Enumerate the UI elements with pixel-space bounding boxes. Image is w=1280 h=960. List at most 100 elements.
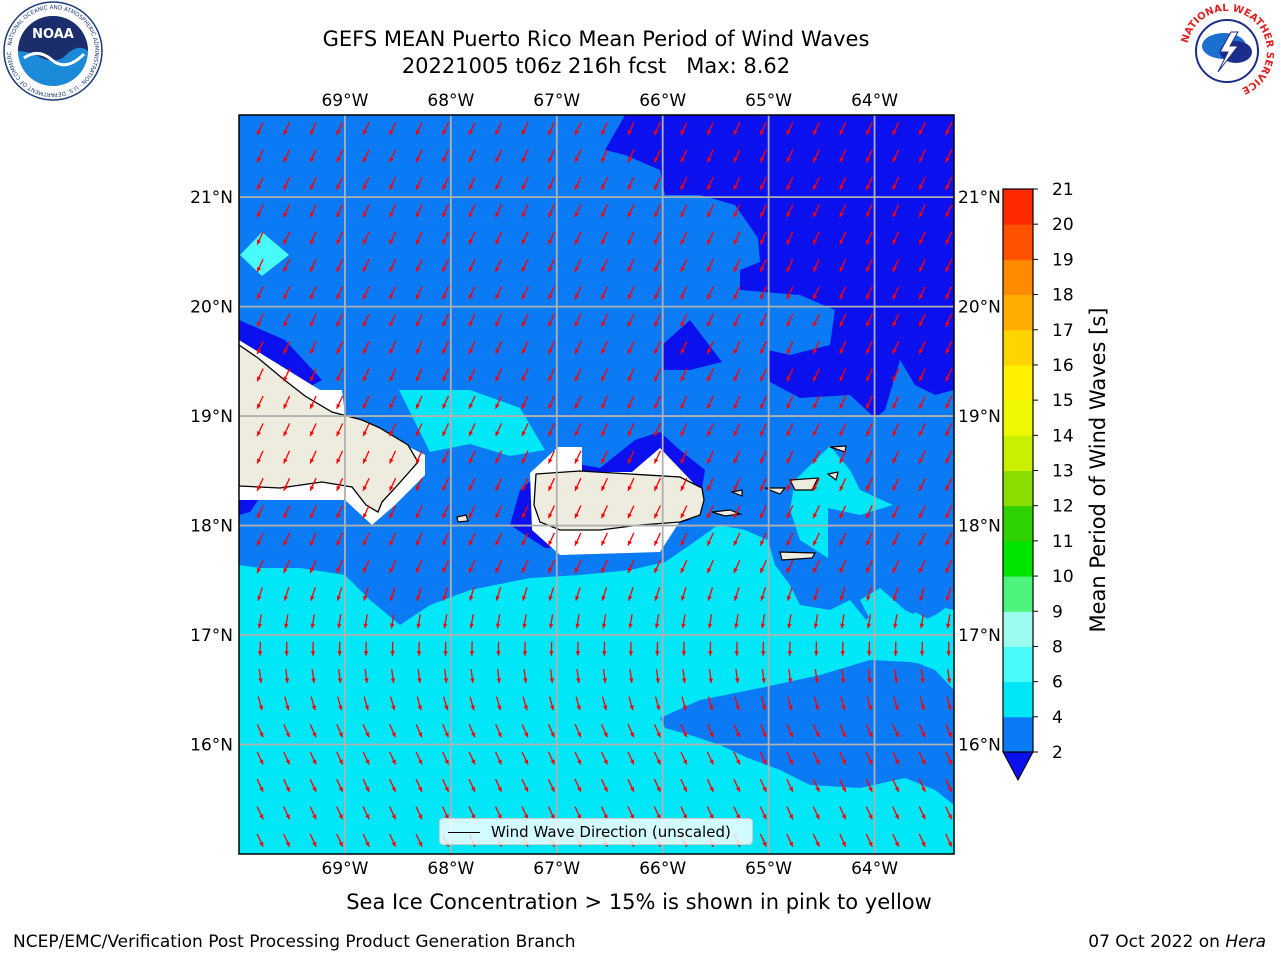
lon-label-top: 65°W bbox=[745, 91, 792, 111]
wind-arrow-head bbox=[656, 759, 661, 765]
wind-arrow-head bbox=[469, 266, 473, 272]
wind-arrow-head bbox=[682, 732, 687, 738]
wind-arrow-head bbox=[680, 266, 685, 272]
wind-arrow-head bbox=[363, 623, 368, 629]
wind-arrow-head bbox=[257, 376, 262, 382]
wind-arrow-head bbox=[813, 595, 818, 601]
wind-arrow-head bbox=[813, 239, 818, 245]
wind-arrow-head bbox=[733, 376, 738, 382]
wind-arrow-head bbox=[760, 403, 765, 409]
wind-arrow-head bbox=[708, 705, 714, 711]
wind-arrow-head bbox=[442, 349, 447, 354]
wind-arrow-head bbox=[548, 623, 554, 629]
wind-arrow-head bbox=[574, 403, 579, 409]
wind-arrow-head bbox=[257, 321, 262, 327]
wind-arrow-head bbox=[680, 212, 685, 218]
wind-arrow-head bbox=[627, 266, 632, 272]
colorbar-segment bbox=[1003, 611, 1033, 647]
wind-arrow-head bbox=[682, 705, 687, 711]
wind-arrow-head bbox=[285, 841, 290, 847]
wind-arrow-head bbox=[416, 321, 420, 327]
colorbar-tick-label: 19 bbox=[1052, 250, 1074, 270]
wind-arrow-head bbox=[548, 595, 553, 601]
lon-label-top: 67°W bbox=[533, 91, 580, 111]
wind-arrow-head bbox=[442, 130, 447, 135]
wind-arrow-head bbox=[469, 212, 473, 218]
wind-arrow-head bbox=[839, 458, 844, 464]
wind-arrow-head bbox=[469, 321, 473, 327]
wind-arrow-head bbox=[601, 540, 606, 546]
wind-arrow-head bbox=[707, 349, 712, 354]
wind-arrow-head bbox=[310, 349, 315, 354]
wind-arrow-head bbox=[893, 651, 898, 656]
wind-arrow-head bbox=[786, 458, 791, 464]
wind-arrow-head bbox=[945, 212, 950, 218]
wind-arrow-head bbox=[707, 458, 712, 464]
wind-arrow-head bbox=[945, 294, 950, 300]
wind-arrow-head bbox=[654, 321, 659, 327]
wind-arrow-head bbox=[285, 814, 290, 820]
wind-arrow-head bbox=[707, 431, 712, 437]
wind-arrow-head bbox=[840, 623, 845, 629]
wind-arrow-head bbox=[894, 814, 899, 820]
wind-arrow-head bbox=[866, 485, 871, 491]
wind-arrow-head bbox=[363, 458, 367, 464]
wind-arrow-head bbox=[363, 431, 367, 437]
wind-arrow-head bbox=[442, 513, 447, 519]
wind-arrow-head bbox=[257, 485, 262, 491]
wind-arrow-head bbox=[654, 212, 659, 218]
wind-arrow-head bbox=[627, 321, 632, 327]
wind-arrow-head bbox=[656, 705, 661, 711]
wind-arrow-head bbox=[336, 239, 341, 245]
colorbar: 2 4 6 8 9 10 11 12 13 14 15 16 17 18 19 20 21 bbox=[1002, 180, 1074, 782]
wind-arrow-head bbox=[364, 705, 369, 711]
wind-arrow-head bbox=[894, 732, 899, 738]
colorbar-segment bbox=[1003, 224, 1033, 260]
wind-arrow-head bbox=[416, 431, 420, 437]
wind-arrow-head bbox=[683, 786, 687, 792]
wind-arrow-head bbox=[654, 130, 659, 135]
wind-arrow-head bbox=[283, 321, 288, 327]
wind-arrow-head bbox=[310, 239, 315, 245]
wind-arrow-head bbox=[336, 567, 341, 573]
wind-arrow-head bbox=[416, 266, 420, 272]
wind-arrow-head bbox=[521, 458, 526, 464]
wind-arrow-head bbox=[947, 786, 952, 792]
wind-arrow-head bbox=[919, 431, 924, 437]
wind-arrow-head bbox=[283, 403, 288, 409]
wind-arrow-head bbox=[839, 321, 844, 327]
wind-arrow-head bbox=[707, 595, 712, 601]
period-band-4-6-vi bbox=[790, 446, 893, 558]
wind-arrow-head bbox=[495, 294, 500, 300]
wind-arrow-head bbox=[945, 458, 950, 464]
colorbar-tick-label: 15 bbox=[1052, 391, 1074, 411]
wind-arrow-head bbox=[389, 567, 394, 573]
wind-arrow-head bbox=[259, 786, 264, 792]
wind-arrow-head bbox=[495, 184, 500, 190]
period-band-4-6-east bbox=[860, 588, 954, 690]
wind-arrow-head bbox=[310, 130, 315, 135]
colorbar-title: Mean Period of Wind Waves [s] bbox=[1086, 308, 1110, 633]
wind-arrow-head bbox=[627, 485, 632, 491]
wind-arrow-head bbox=[733, 294, 738, 300]
wind-arrow-head bbox=[338, 732, 343, 738]
wind-arrow-head bbox=[336, 431, 341, 437]
wind-arrow-head bbox=[654, 567, 659, 573]
wind-arrow-head bbox=[839, 376, 844, 382]
wind-arrow-head bbox=[627, 376, 632, 382]
wind-arrow-head bbox=[894, 705, 899, 711]
wind-arrow-head bbox=[550, 759, 555, 765]
wind-arrow-head bbox=[786, 513, 791, 519]
wind-arrow-head bbox=[919, 403, 924, 409]
wind-arrow-head bbox=[786, 321, 791, 327]
wind-arrow-head bbox=[709, 759, 714, 765]
wind-arrow-head bbox=[866, 321, 871, 327]
lat-label-right: 17°N bbox=[958, 626, 1001, 646]
wind-arrow-head bbox=[682, 678, 687, 683]
wind-arrow-head bbox=[654, 294, 659, 300]
wind-arrow-head bbox=[601, 321, 606, 327]
wind-arrow-head bbox=[521, 540, 526, 546]
wind-arrow-head bbox=[521, 403, 526, 409]
wind-arrow-head bbox=[680, 349, 685, 354]
wind-arrow-head bbox=[469, 458, 473, 464]
